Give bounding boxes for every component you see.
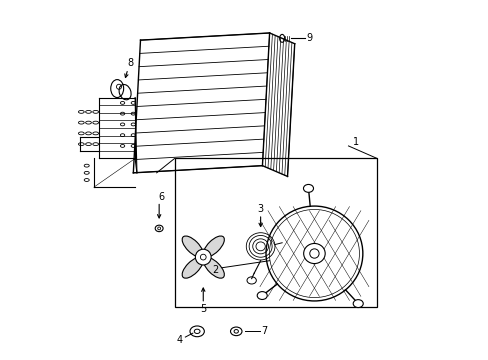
Ellipse shape <box>309 249 319 258</box>
Text: 9: 9 <box>305 33 311 43</box>
Text: 1: 1 <box>352 138 358 147</box>
Text: 3: 3 <box>257 204 263 215</box>
Ellipse shape <box>257 292 267 300</box>
Ellipse shape <box>182 236 203 257</box>
Text: 5: 5 <box>200 304 206 314</box>
Ellipse shape <box>303 243 325 264</box>
Text: 2: 2 <box>211 265 218 275</box>
Ellipse shape <box>352 300 363 307</box>
Ellipse shape <box>203 257 224 278</box>
Ellipse shape <box>195 249 211 265</box>
Ellipse shape <box>182 257 203 278</box>
Ellipse shape <box>203 236 224 257</box>
Text: 8: 8 <box>127 58 133 68</box>
Bar <box>174 158 376 307</box>
Text: 6: 6 <box>158 192 163 202</box>
Text: 4: 4 <box>177 334 183 345</box>
Ellipse shape <box>303 184 313 192</box>
Text: 7: 7 <box>261 326 267 336</box>
